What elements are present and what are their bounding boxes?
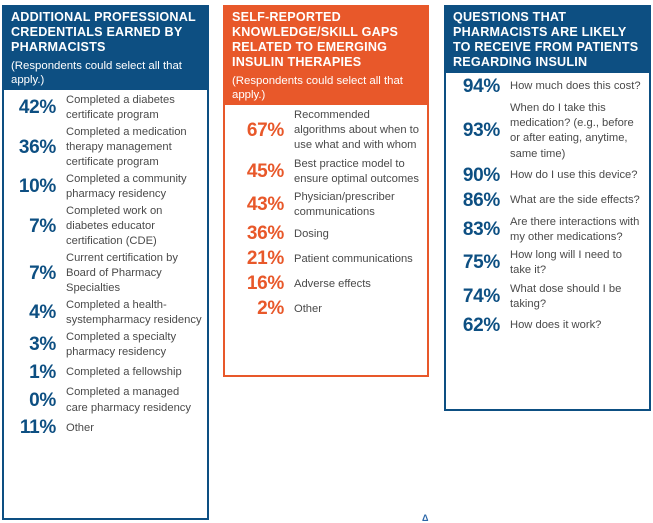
item-label: Completed a diabetes certificate program (66, 94, 175, 122)
percentage-value: 36% (246, 223, 284, 245)
item-label: How long will I need to take it? (510, 249, 622, 277)
item-label: Completed a health-systempharmacy reside… (66, 299, 202, 327)
percentage-value: 7% (29, 215, 56, 237)
item-label: Patient communications (294, 252, 413, 265)
percentage-value: 74% (462, 285, 500, 307)
item-label: Completed a specialty pharmacy residency (66, 331, 177, 359)
item-label: When do I take this medication? (e.g., b… (510, 102, 634, 160)
skill-gaps-title: SELF-REPORTED KNOWLEDGE/SKILL GAPS RELAT… (232, 10, 399, 69)
percentage-value: 67% (246, 119, 284, 141)
list-item: 90% How do I use this device? (446, 165, 645, 187)
logo-icon: Δ (422, 513, 429, 523)
list-item: 86% What are the side effects? (446, 190, 645, 212)
item-label: Best practice model to ensure optimal ou… (294, 157, 419, 185)
percentage-value: 2% (257, 298, 284, 320)
percentage-value: 75% (462, 252, 500, 274)
list-item: 42% Completed a diabetes certificate prog… (4, 93, 203, 123)
item-label: Are there interactions with my other med… (510, 215, 640, 244)
list-item: 43% Physician/prescriber communications (225, 190, 423, 220)
percentage-value: 45% (246, 160, 284, 182)
list-item: 4% Completed a health-systempharmacy resi… (4, 298, 203, 328)
skill-gaps-header: SELF-REPORTED KNOWLEDGE/SKILL GAPS RELAT… (225, 7, 427, 105)
item-label: Completed a fellowship (66, 366, 182, 379)
percentage-value: 42% (18, 97, 56, 119)
list-item: 7% Current certification by Board of Phar… (4, 251, 203, 297)
item-label: How much does this cost? (510, 80, 641, 93)
item-label: What dose should I be taking? (510, 282, 622, 310)
percentage-value: 21% (246, 248, 284, 270)
list-item: 75% How long will I need to take it? (446, 248, 645, 278)
list-item: 62% How does it work? (446, 315, 645, 337)
list-item: 94% How much does this cost? (446, 76, 645, 98)
patient-questions-list: 94% How much does this cost? 93% When do I … (446, 73, 649, 337)
item-label: Completed work on diabetes educator cert… (66, 204, 163, 248)
list-item: 11% Other (4, 417, 203, 439)
list-item: 7% Completed work on diabetes educator ce… (4, 204, 203, 250)
list-item: 36% Dosing (225, 223, 423, 245)
percentage-value: 43% (246, 194, 284, 216)
item-label: Adverse effects (294, 277, 371, 290)
list-item: 67% Recommended algorithms about when to … (225, 108, 423, 154)
list-item: 45% Best practice model to ensure optimal… (225, 157, 423, 187)
item-label: Other (294, 302, 322, 315)
percentage-value: 93% (462, 120, 500, 142)
percentage-value: 3% (29, 334, 56, 356)
patient-questions-title: QUESTIONS THAT PHARMACISTS ARE LIKELY TO… (453, 10, 639, 69)
item-label: Dosing (294, 227, 329, 240)
credentials-list: 42% Completed a diabetes certificate prog… (4, 90, 207, 439)
list-item: 21% Patient communications (225, 248, 423, 270)
item-label: How do I use this device? (510, 169, 638, 182)
percentage-value: 4% (29, 302, 56, 324)
list-item: 0% Completed a managed care pharmacy resi… (4, 385, 203, 415)
list-item: 3% Completed a specialty pharmacy residen… (4, 330, 203, 360)
skill-gaps-list: 67% Recommended algorithms about when to … (225, 105, 427, 320)
item-label: Completed a managed care pharmacy reside… (66, 386, 191, 414)
item-label: Current certification by Board of Pharma… (66, 252, 178, 295)
percentage-value: 62% (462, 315, 500, 337)
item-label: Physician/prescriber communications (294, 191, 395, 219)
item-label: What are the side effects? (510, 194, 640, 207)
percentage-value: 36% (18, 136, 56, 158)
percentage-value: 90% (462, 164, 500, 186)
percentage-value: 1% (29, 361, 56, 383)
skill-gaps-subtitle: (Respondents could select all that apply… (232, 75, 403, 101)
list-item: 16% Adverse effects (225, 273, 423, 295)
item-label: Other (66, 421, 94, 434)
patient-questions-panel: QUESTIONS THAT PHARMACISTS ARE LIKELY TO… (444, 5, 651, 411)
credentials-header: ADDITIONAL PROFESSIONAL CREDENTIALS EARN… (4, 7, 207, 90)
list-item: 36% Completed a medication therapy manage… (4, 125, 203, 171)
percentage-value: 7% (29, 262, 56, 284)
item-label: Recommended algorithms about when to use… (294, 109, 420, 152)
list-item: 74% What dose should I be taking? (446, 282, 645, 312)
percentage-value: 0% (29, 389, 56, 411)
patient-questions-header: QUESTIONS THAT PHARMACISTS ARE LIKELY TO… (446, 7, 649, 73)
list-item: 2% Other (225, 298, 423, 320)
list-item: 1% Completed a fellowship (4, 362, 203, 384)
percentage-value: 16% (246, 273, 284, 295)
item-label: Completed a medication therapy managemen… (66, 125, 187, 169)
list-item: 10% Completed a community pharmacy reside… (4, 172, 203, 202)
percentage-value: 94% (462, 76, 500, 97)
percentage-value: 11% (19, 417, 56, 439)
skill-gaps-panel: SELF-REPORTED KNOWLEDGE/SKILL GAPS RELAT… (223, 5, 429, 377)
percentage-value: 86% (462, 189, 500, 211)
credentials-subtitle: (Respondents could select all that apply… (11, 60, 182, 86)
credentials-panel: ADDITIONAL PROFESSIONAL CREDENTIALS EARN… (2, 5, 209, 520)
item-label: Completed a community pharmacy residency (66, 173, 187, 201)
credentials-title: ADDITIONAL PROFESSIONAL CREDENTIALS EARN… (11, 10, 196, 54)
percentage-value: 83% (462, 219, 500, 241)
item-label: How does it work? (510, 319, 602, 332)
percentage-value: 10% (18, 176, 56, 198)
list-item: 93% When do I take this medication? (e.g.… (446, 101, 645, 162)
list-item: 83% Are there interactions with my other … (446, 215, 645, 245)
